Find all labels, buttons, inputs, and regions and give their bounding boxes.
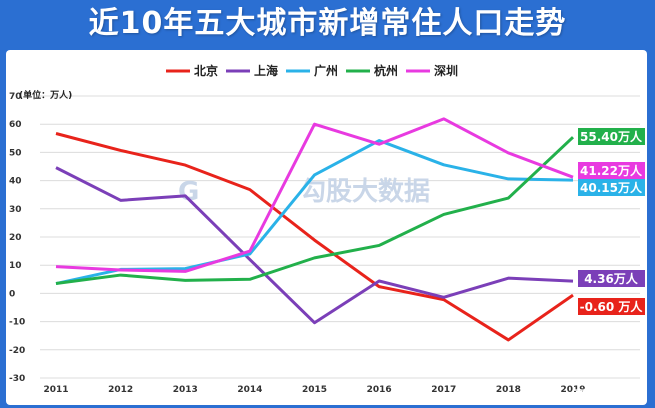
series-line <box>55 117 574 273</box>
x-tick-label: 2015 <box>302 385 327 395</box>
x-tick-label: 2016 <box>367 385 392 395</box>
x-axis: 2011 2012 2013 2014 2015 2016 2017 2018 2019 <box>43 385 585 395</box>
x-tick-label: 2019 <box>560 385 585 395</box>
y-tick-label: 10 <box>9 261 22 271</box>
series-line <box>55 136 575 286</box>
y-tick-label: 60 <box>9 120 22 130</box>
watermark-corner: 整二数据 <box>574 388 631 405</box>
x-tick-label: 2013 <box>173 385 198 395</box>
y-tick-label: 50 <box>9 148 22 158</box>
end-label-box <box>578 128 645 145</box>
legend: 北京 上海 广州 杭州 深圳 <box>166 63 458 78</box>
y-tick-label: 0 <box>9 289 15 299</box>
end-label: 55.40万人 <box>580 129 643 144</box>
end-label: 4.36万人 <box>584 271 639 286</box>
y-tick-label: 20 <box>9 233 22 243</box>
y-tick-label: -30 <box>9 374 25 384</box>
watermark-group: G 勾股大数据 <box>178 177 430 207</box>
legend-item: 北京 <box>194 63 218 78</box>
legend-item: 深圳 <box>434 63 458 78</box>
series-lines <box>55 117 575 342</box>
series-line <box>55 139 574 285</box>
end-label-box <box>578 179 645 196</box>
end-labels: -0.60 万人 4.36万人 40.15万人 55.40万人 41.22万人 <box>578 128 645 315</box>
end-label-box <box>578 270 645 287</box>
end-label: -0.60 万人 <box>580 299 644 314</box>
x-tick-label: 2014 <box>237 385 262 395</box>
page-title: 近10年五大城市新增常住人口走势 <box>88 6 567 41</box>
legend-item: 杭州 <box>374 63 398 78</box>
legend-item: 广州 <box>314 63 338 78</box>
end-label: 41.22万人 <box>580 163 643 178</box>
x-tick-label: 2011 <box>43 385 68 395</box>
y-unit-label: (单位：万人) <box>19 89 72 101</box>
y-tick-label: -20 <box>9 346 25 356</box>
chart-panel <box>6 50 647 405</box>
y-axis: 70 60 50 40 30 20 10 0 -10 -20 -30 <box>9 92 25 384</box>
x-tick-label: 2017 <box>431 385 456 395</box>
end-label-box <box>578 162 645 179</box>
end-label-box <box>578 298 645 315</box>
watermark-text: 勾股大数据 <box>300 177 430 207</box>
y-tick-label: 70 <box>9 92 22 102</box>
legend-item: 上海 <box>254 63 278 78</box>
end-label: 40.15万人 <box>580 180 643 195</box>
watermark-logo-icon: G <box>178 177 199 207</box>
y-tick-label: 40 <box>9 177 22 187</box>
series-line <box>55 132 574 342</box>
x-tick-label: 2012 <box>108 385 133 395</box>
series-line <box>55 166 574 325</box>
y-tick-label: -10 <box>9 318 25 328</box>
y-tick-label: 30 <box>9 205 22 215</box>
grid <box>40 95 640 379</box>
x-tick-label: 2018 <box>496 385 521 395</box>
